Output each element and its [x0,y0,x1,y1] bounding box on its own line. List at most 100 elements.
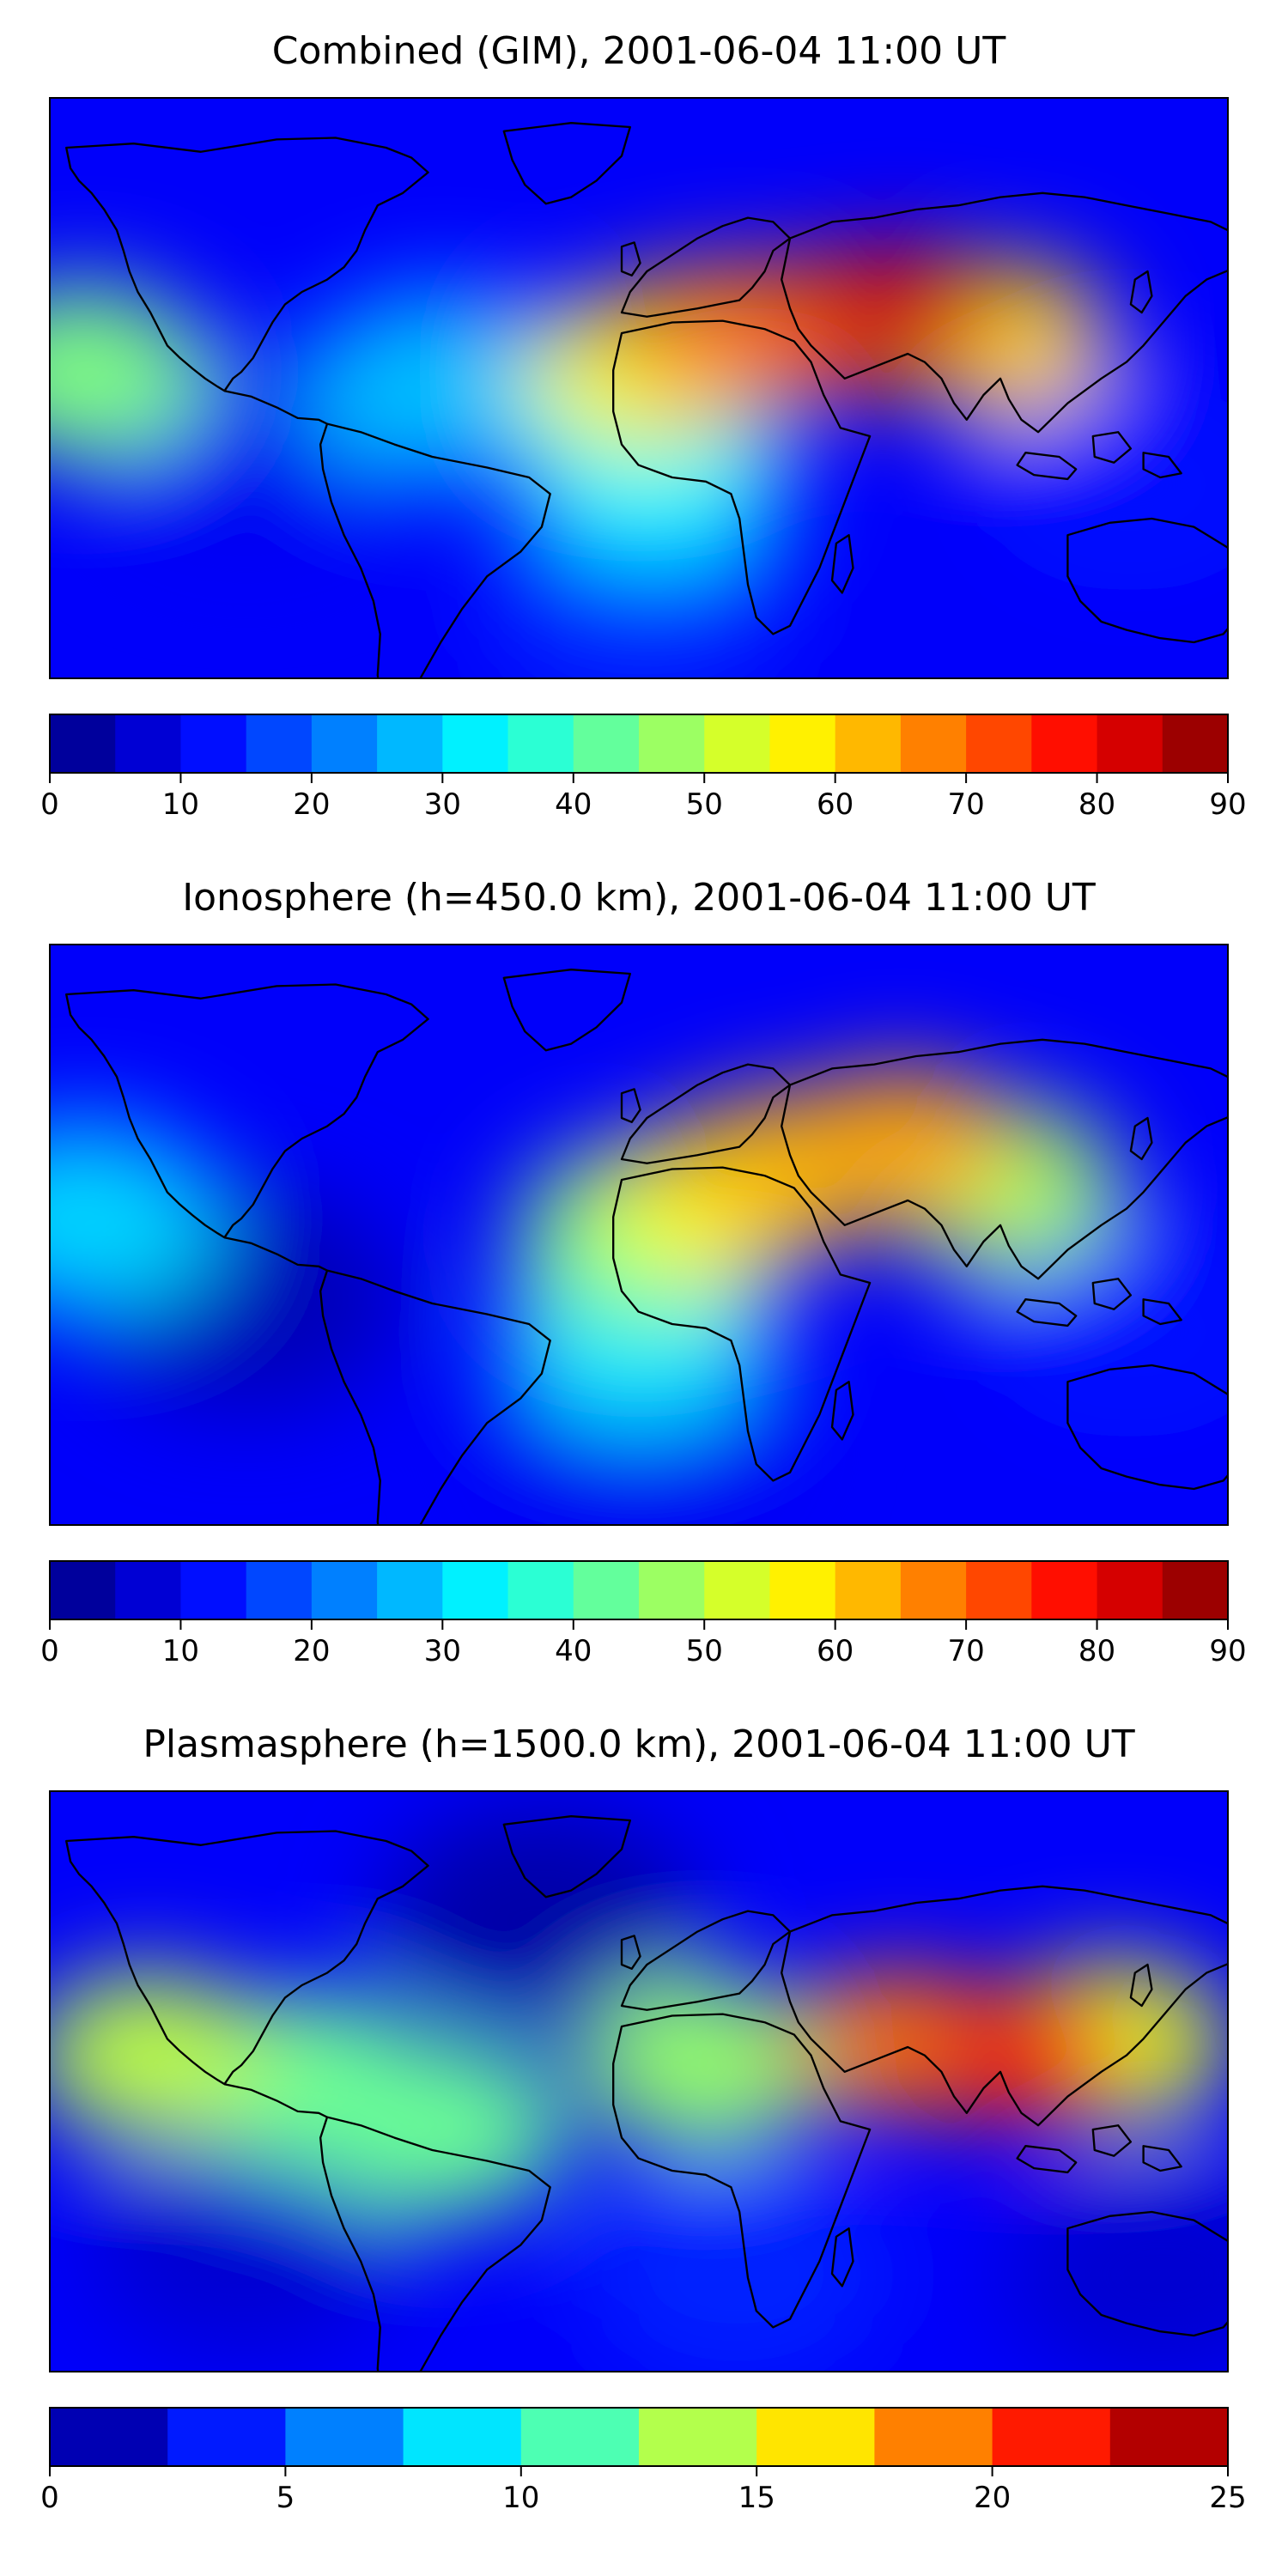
colorbar-bin [442,714,509,773]
colorbar-bin [507,1561,574,1619]
field-layer [50,1807,1228,2372]
colorbar-bin [704,1561,771,1619]
colorbar-bin [246,1561,313,1619]
colorbar-frame [49,714,1229,774]
panel-3: Plasmasphere (h=1500.0 km), 2001-06-04 1… [40,1722,1247,2515]
map-area [50,1791,1228,2372]
colorbar-tick-label: 25 [1209,2481,1246,2515]
colorbar-bin [50,1561,116,1619]
panel-1: Combined (GIM), 2001-06-04 11:00 UT 0 10 20… [40,29,1247,822]
colorbar-bin [756,2408,875,2466]
colorbar-bin [167,2408,286,2466]
colorbar-tick-label: 60 [817,787,854,822]
colorbar-bin [966,714,1032,773]
colorbar-bin [311,714,378,773]
map-frame [49,1790,1229,2372]
colorbar-bin [639,2408,757,2466]
colorbar-tick-label: 5 [276,2481,295,2515]
field-blob [927,1986,1124,2125]
colorbar-tick-label: 30 [424,1634,461,1668]
colorbar-bin [966,1561,1032,1619]
colorbar-bin [311,1561,378,1619]
colorbar-frame [49,2407,1229,2467]
colorbar-tick-label: 20 [293,787,330,822]
field-blob [50,1971,268,2140]
field-blob [316,2041,569,2219]
colorbar-tick-label: 50 [686,1634,723,1668]
colorbar-tick-label: 0 [40,1634,59,1668]
colorbar-tick-label: 10 [162,1634,199,1668]
colorbar-tick-label: 20 [974,2481,1011,2515]
colorbar-bin [1031,714,1098,773]
colorbar-bin [1097,1561,1163,1619]
panel-2: Ionosphere (h=450.0 km), 2001-06-04 11:0… [40,876,1247,1668]
colorbar-tick-label: 40 [555,1634,592,1668]
map-area [50,945,1228,1525]
field-blob [807,246,993,376]
colorbar-bin [769,714,836,773]
colorbar-tick-label: 70 [947,1634,984,1668]
field-blob [50,1122,221,1315]
colorbar-bin [50,714,116,773]
colorbar-tick-label: 0 [40,2481,59,2515]
colorbar-bin [835,1561,902,1619]
colorbar-bin [874,2408,993,2466]
colorbar-bin [835,714,902,773]
colorbar-bin [639,714,705,773]
colorbar-bin [377,1561,443,1619]
colorbar-bin [769,1561,836,1619]
colorbar-tick-label: 50 [686,787,723,822]
colorbar-bin [377,714,443,773]
field-blob [50,284,208,459]
colorbar-tick-label: 70 [947,787,984,822]
colorbar-bin [1097,714,1163,773]
panel-title: Plasmasphere (h=1500.0 km), 2001-06-04 1… [143,1722,1134,1766]
colorbar-bin [520,2408,640,2466]
colorbar-bin [992,2408,1111,2466]
colorbar-tick-label: 20 [293,1634,330,1668]
colorbar-bin [115,714,182,773]
colorbar-bin [639,1561,705,1619]
colorbar-tick-label: 15 [738,2481,775,2515]
colorbar-bin [900,1561,967,1619]
map-frame [49,97,1229,679]
colorbar-bin [507,714,574,773]
panel-title: Combined (GIM), 2001-06-04 11:00 UT [272,29,1006,73]
colorbar-bin [573,1561,640,1619]
colorbar-tick-label: 30 [424,787,461,822]
colorbar-tick-label: 0 [40,787,59,822]
field-blob [792,1068,1009,1221]
map-frame [49,944,1229,1526]
colorbar-bin [1031,1561,1098,1619]
colorbar-tick-label: 10 [502,2481,539,2515]
colorbar: 0 5 10 15 20 25 [40,2407,1247,2515]
colorbar-bin [180,714,247,773]
colorbar-frame [49,1560,1229,1620]
colorbar-tick-label: 60 [817,1634,854,1668]
colorbar-bin [403,2408,522,2466]
colorbar-bin [115,1561,182,1619]
colorbar-bin [1109,2408,1229,2466]
colorbar-bin [50,2408,168,2466]
colorbar-tick-label: 90 [1209,1634,1246,1668]
field-blob [586,2169,888,2372]
colorbar-tick-label: 10 [162,787,199,822]
colorbar-bin [573,714,640,773]
colorbar-bin [285,2408,404,2466]
field-blob [380,1807,702,2032]
colorbar-tick-label: 80 [1078,1634,1115,1668]
colorbar-bin [704,714,771,773]
colorbar-bin [180,1561,247,1619]
colorbar-bin [900,714,967,773]
colorbar: 0 10 20 30 40 50 60 70 80 90 [40,714,1247,822]
colorbar-bin [1162,714,1229,773]
map-area [50,98,1228,678]
colorbar: 0 10 20 30 40 50 60 70 80 90 [40,1560,1247,1668]
panel-title: Ionosphere (h=450.0 km), 2001-06-04 11:0… [182,876,1096,920]
colorbar-tick-label: 40 [555,787,592,822]
colorbar-bin [1162,1561,1229,1619]
colorbar-bin [442,1561,509,1619]
colorbar-tick-label: 90 [1209,787,1246,822]
field-blob [88,2132,404,2353]
